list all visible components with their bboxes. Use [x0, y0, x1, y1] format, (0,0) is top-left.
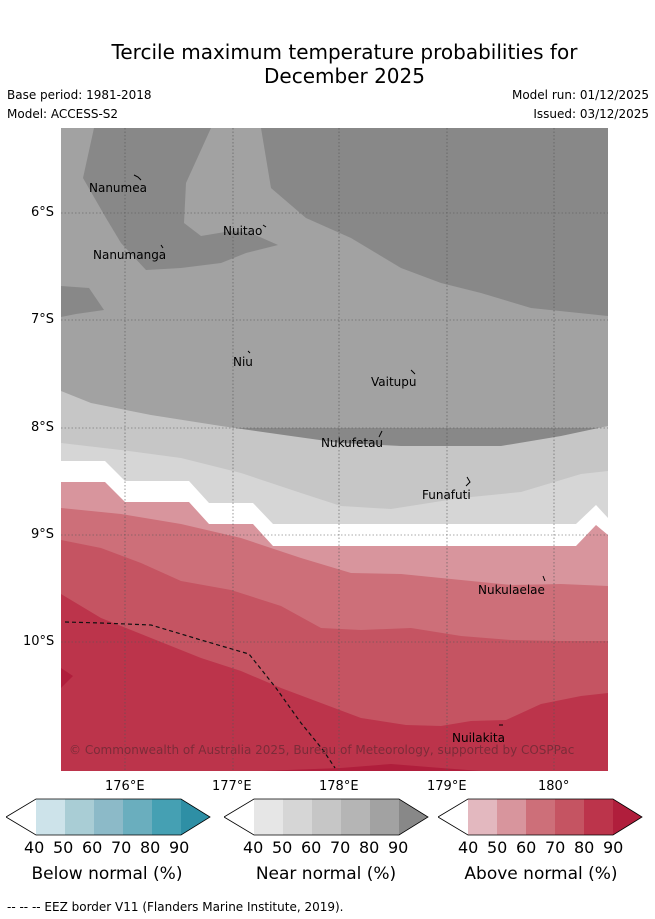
- y-tick-6s: 6°S: [31, 205, 55, 220]
- legend-above-tick: 70: [545, 838, 566, 857]
- legend-near-bar: [224, 798, 429, 836]
- base-period: Base period: 1981-2018: [7, 88, 152, 102]
- legend-below-c2: [65, 799, 94, 835]
- title-line-2: December 2025: [264, 64, 425, 88]
- model-name: Model: ACCESS-S2: [7, 107, 119, 121]
- eez-border-line: [64, 621, 336, 769]
- issued-date: Issued: 03/12/2025: [533, 107, 649, 121]
- label-nanumea: Nanumea: [89, 181, 147, 195]
- legend-near-tick: 40: [243, 838, 264, 857]
- island-niu: [247, 350, 251, 354]
- legend-above-high: [613, 799, 642, 835]
- legend-below-c4: [123, 799, 152, 835]
- label-nanumanga: Nanumanga: [93, 248, 166, 262]
- legend-below-bar: [6, 798, 211, 836]
- legend-above-tick: 40: [458, 838, 479, 857]
- zone-above-90: [61, 594, 608, 771]
- zone-above-max-2: [261, 764, 481, 771]
- title-line-1: Tercile maximum temperature probabilitie…: [111, 40, 578, 64]
- label-nuilakita: Nuilakita: [452, 731, 505, 745]
- legend-above-c5: [584, 799, 613, 835]
- legend-below-tick: 50: [53, 838, 74, 857]
- map-panel: Nanumea Nuitao Nanumanga Niu Vaitupu Nuk…: [61, 128, 608, 771]
- legend-below-tick: 40: [24, 838, 45, 857]
- legend-below-c1: [36, 799, 65, 835]
- label-nuitao: Nuitao: [223, 224, 262, 238]
- legend-near-low: [224, 799, 254, 835]
- island-markers: [133, 174, 546, 726]
- legend-near-c4: [341, 799, 370, 835]
- graticule: [61, 128, 608, 771]
- legend-below-tick: 90: [169, 838, 190, 857]
- label-nukulaelae: Nukulaelae: [478, 583, 545, 597]
- legend-above-caption: Above normal (%): [464, 864, 618, 884]
- legend-below-tick: 80: [140, 838, 161, 857]
- legend-near-c3: [312, 799, 341, 835]
- legend-near-tick: 50: [272, 838, 293, 857]
- legend-above-c4: [555, 799, 584, 835]
- legend-below-low: [6, 799, 36, 835]
- legend-below-tick: 70: [111, 838, 132, 857]
- legend-near-c2: [283, 799, 312, 835]
- y-tick-7s: 7°S: [31, 312, 55, 327]
- x-tick-177e: 177°E: [212, 779, 252, 794]
- legend-near-tick: 60: [301, 838, 322, 857]
- legend-near-caption: Near normal (%): [255, 864, 397, 884]
- x-tick-180: 180°: [538, 779, 570, 794]
- label-vaitupu: Vaitupu: [371, 375, 417, 389]
- legend-near-tick: 70: [330, 838, 351, 857]
- y-tick-10s: 10°S: [23, 634, 55, 649]
- legend-below-high: [181, 799, 210, 835]
- label-niu: Niu: [233, 355, 253, 369]
- legend-above-c3: [526, 799, 555, 835]
- label-nukufetau: Nukufetau: [321, 436, 383, 450]
- legend-below-tick: 60: [82, 838, 103, 857]
- legend-near-high: [399, 799, 428, 835]
- place-labels: Nanumea Nuitao Nanumanga Niu Vaitupu Nuk…: [89, 181, 545, 745]
- model-run: Model run: 01/12/2025: [511, 88, 649, 102]
- island-vaitupu: [410, 369, 416, 375]
- y-tick-8s: 8°S: [31, 420, 55, 435]
- legend-above-tick: 50: [487, 838, 508, 857]
- x-tick-178e: 178°E: [319, 779, 359, 794]
- zone-near-90-patch: [61, 286, 104, 317]
- zone-near-80: [61, 128, 608, 428]
- copyright-notice: © Commonwealth of Australia 2025, Bureau…: [69, 743, 574, 757]
- legend-above-c1: [468, 799, 497, 835]
- legend-below-c5: [152, 799, 181, 835]
- island-nukufetau: [378, 430, 383, 438]
- zone-above-max: [61, 668, 73, 688]
- legend-near-tick: 80: [359, 838, 380, 857]
- legend-near-tick: 90: [388, 838, 409, 857]
- legend-above-tick: 60: [516, 838, 537, 857]
- x-tick-176e: 176°E: [105, 779, 145, 794]
- legend-above-tick: 90: [603, 838, 624, 857]
- island-nanumea: [133, 174, 142, 181]
- legend-near-c5: [370, 799, 399, 835]
- legend-above-tick: 80: [574, 838, 595, 857]
- island-funafuti: [465, 476, 471, 487]
- legend-below-caption: Below normal (%): [31, 864, 183, 884]
- island-nanumanga: [160, 244, 164, 249]
- island-nuitao: [262, 224, 267, 228]
- label-funafuti: Funafuti: [422, 488, 471, 502]
- legend-above-c2: [497, 799, 526, 835]
- x-tick-179e: 179°E: [427, 779, 467, 794]
- y-tick-9s: 9°S: [31, 527, 55, 542]
- island-nukulaelae: [542, 575, 546, 582]
- legend-above-bar: [438, 798, 643, 836]
- legend-below-c3: [94, 799, 123, 835]
- eez-footnote: -- -- -- EEZ border V11 (Flanders Marine…: [7, 900, 344, 914]
- map-title: Tercile maximum temperature probabilitie…: [0, 40, 655, 88]
- legend-near-c1: [254, 799, 283, 835]
- legend-above-low: [438, 799, 468, 835]
